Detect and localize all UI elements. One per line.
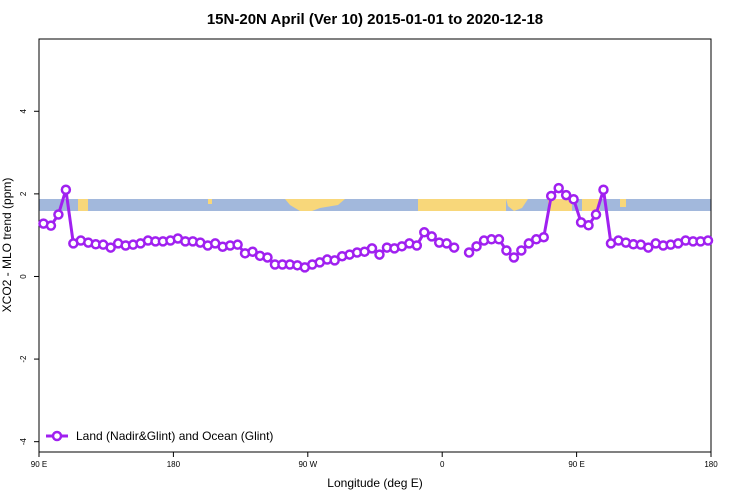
x-tick-label: 180 bbox=[704, 460, 718, 469]
data-point bbox=[247, 246, 258, 257]
data-point bbox=[45, 220, 57, 231]
data-point bbox=[105, 242, 116, 253]
data-point bbox=[523, 238, 535, 249]
data-point bbox=[702, 235, 714, 246]
plot-frame bbox=[38, 38, 712, 453]
x-tick-label: 90 E bbox=[31, 460, 47, 469]
legend: Land (Nadir&Glint) and Ocean (Glint) bbox=[46, 429, 273, 443]
data-point bbox=[568, 193, 579, 205]
y-tick-label: 2 bbox=[19, 191, 28, 196]
y-tick-label: -4 bbox=[19, 438, 28, 446]
x-axis-title: Longitude (deg E) bbox=[327, 476, 422, 490]
legend-marker bbox=[51, 430, 63, 442]
data-point bbox=[508, 252, 520, 263]
data-point bbox=[643, 242, 654, 253]
data-point bbox=[426, 231, 437, 242]
data-point bbox=[463, 247, 475, 258]
y-axis-title: XCO2 - MLO trend (ppm) bbox=[0, 178, 14, 313]
data-point bbox=[538, 231, 549, 243]
data-point bbox=[374, 249, 385, 260]
chart-title: 15N-20N April (Ver 10) 2015-01-01 to 202… bbox=[207, 11, 543, 28]
data-point bbox=[545, 190, 557, 202]
data-point bbox=[493, 234, 505, 245]
data-point bbox=[232, 239, 243, 250]
data-point bbox=[419, 227, 430, 238]
data-point bbox=[448, 242, 460, 253]
x-tick-label: 90 E bbox=[568, 460, 584, 469]
legend-label: Land (Nadir&Glint) and Ocean (Glint) bbox=[76, 429, 273, 443]
data-point bbox=[553, 182, 564, 194]
data-point bbox=[53, 209, 64, 220]
data-point bbox=[471, 241, 482, 252]
x-tick-label: 0 bbox=[440, 460, 445, 469]
data-point bbox=[501, 245, 512, 256]
data-point bbox=[411, 240, 423, 251]
data-point bbox=[441, 238, 452, 249]
y-tick-label: 4 bbox=[19, 109, 28, 114]
data-point bbox=[366, 243, 378, 254]
x-tick-label: 90 W bbox=[298, 460, 317, 469]
y-tick-label: -2 bbox=[19, 355, 28, 363]
data-point bbox=[516, 245, 527, 256]
y-tick-label: 0 bbox=[19, 274, 28, 279]
data-point bbox=[329, 255, 340, 266]
data-point bbox=[262, 252, 273, 263]
x-tick-label: 180 bbox=[167, 460, 181, 469]
data-point bbox=[590, 209, 602, 220]
data-point bbox=[583, 220, 594, 231]
data-point bbox=[560, 189, 572, 201]
land-ocean-strip bbox=[39, 199, 711, 211]
data-point bbox=[598, 184, 609, 195]
data-point bbox=[60, 184, 72, 195]
